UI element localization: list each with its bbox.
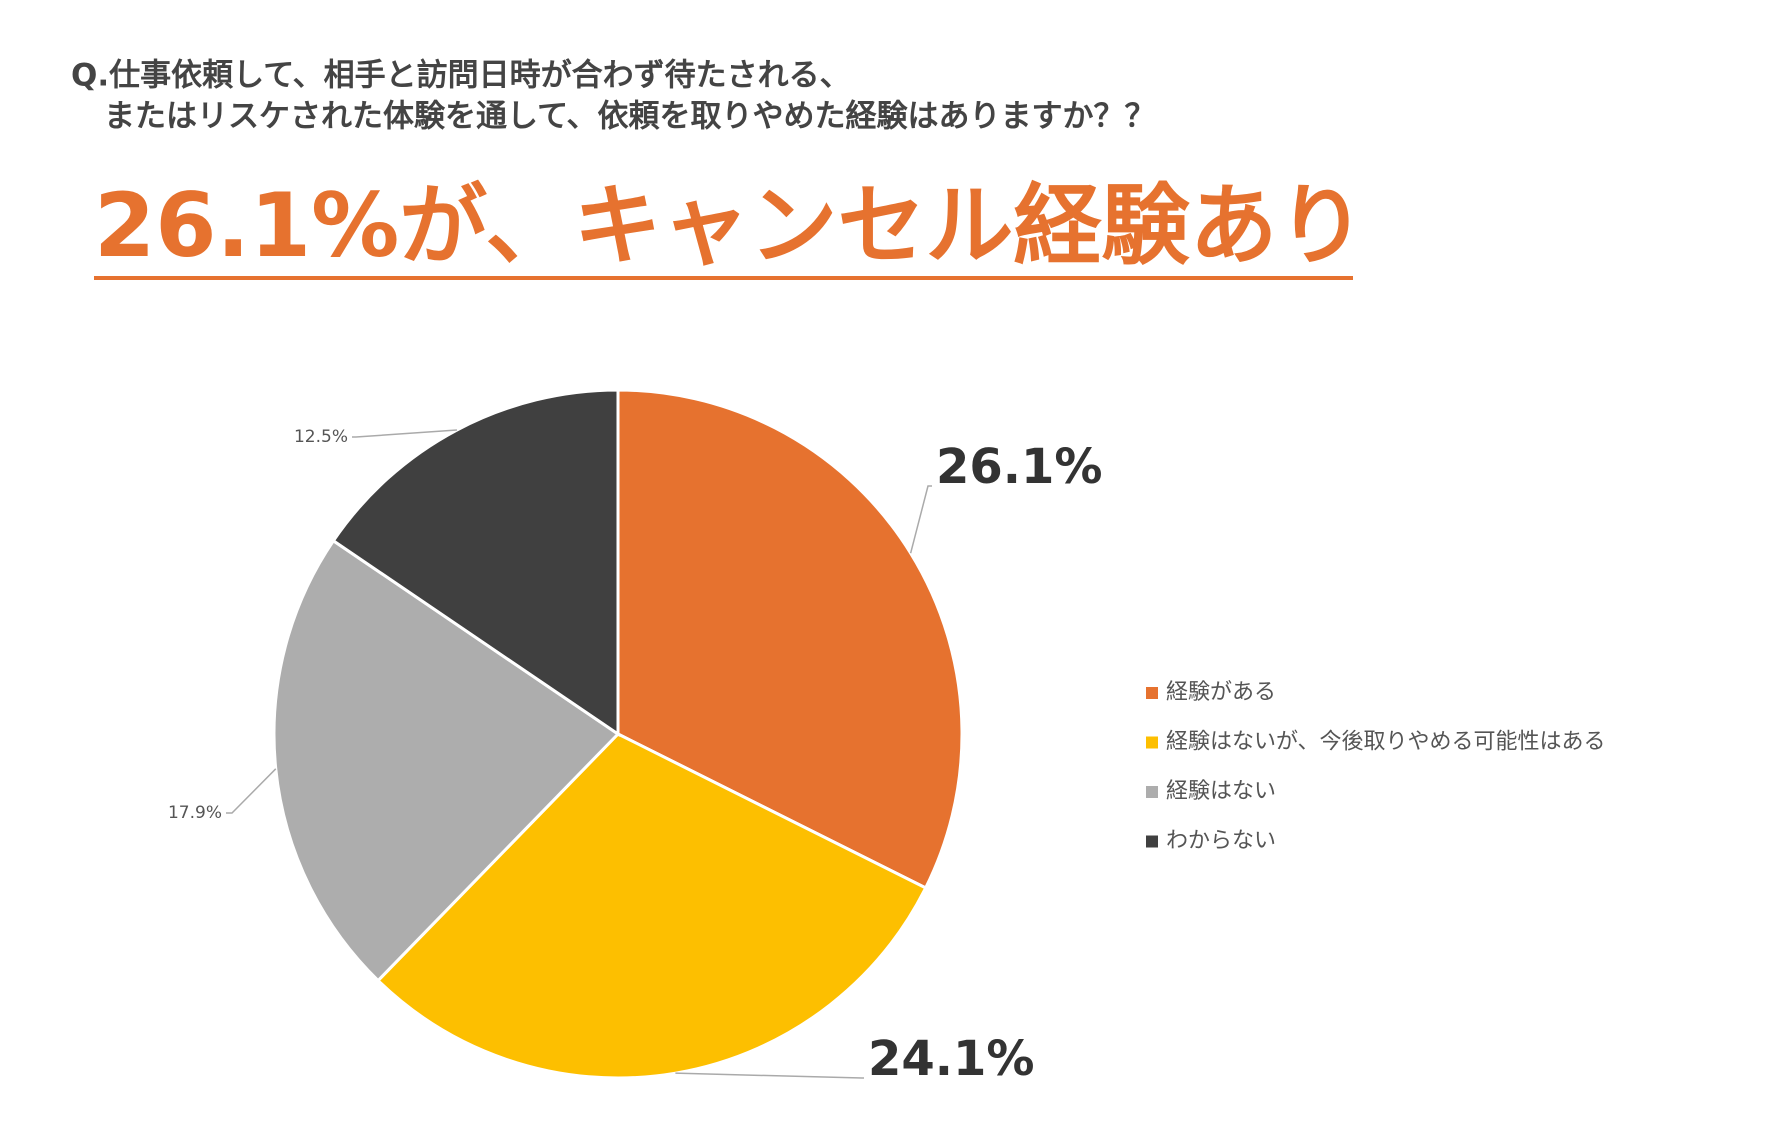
legend-swatch <box>1146 736 1158 749</box>
data-label: 12.5% <box>294 427 348 447</box>
question-line-2: またはリスケされた体験を通して、依頼を取りやめた経験はありますか？？ <box>104 99 1156 135</box>
headline: 26.1%が、キャンセル経験あり <box>94 174 1366 277</box>
data-label: 24.1% <box>868 1031 1035 1087</box>
leader-line <box>909 485 932 554</box>
question-line-1: Q.仕事依頼して、相手と訪問日時が合わず待たされる、 <box>71 58 851 94</box>
pie-slice <box>331 388 620 737</box>
leader-line <box>226 768 277 814</box>
legend-label: 経験はない <box>1166 779 1276 804</box>
legend-label: 経験はないが、今後取りやめる可能性はある <box>1166 730 1606 755</box>
pie-slice <box>375 732 928 1080</box>
leader-line <box>675 1072 864 1079</box>
legend-swatch <box>1146 835 1158 848</box>
leader-line <box>352 429 458 438</box>
legend-swatch <box>1146 786 1158 798</box>
pie-slice <box>616 388 964 890</box>
pie-slice <box>272 538 621 983</box>
data-label: 17.9% <box>168 803 222 823</box>
legend-label: わからない <box>1166 829 1276 854</box>
legend-swatch <box>1146 687 1158 699</box>
data-label: 26.1% <box>936 439 1103 495</box>
legend-label: 経験がある <box>1166 680 1276 705</box>
